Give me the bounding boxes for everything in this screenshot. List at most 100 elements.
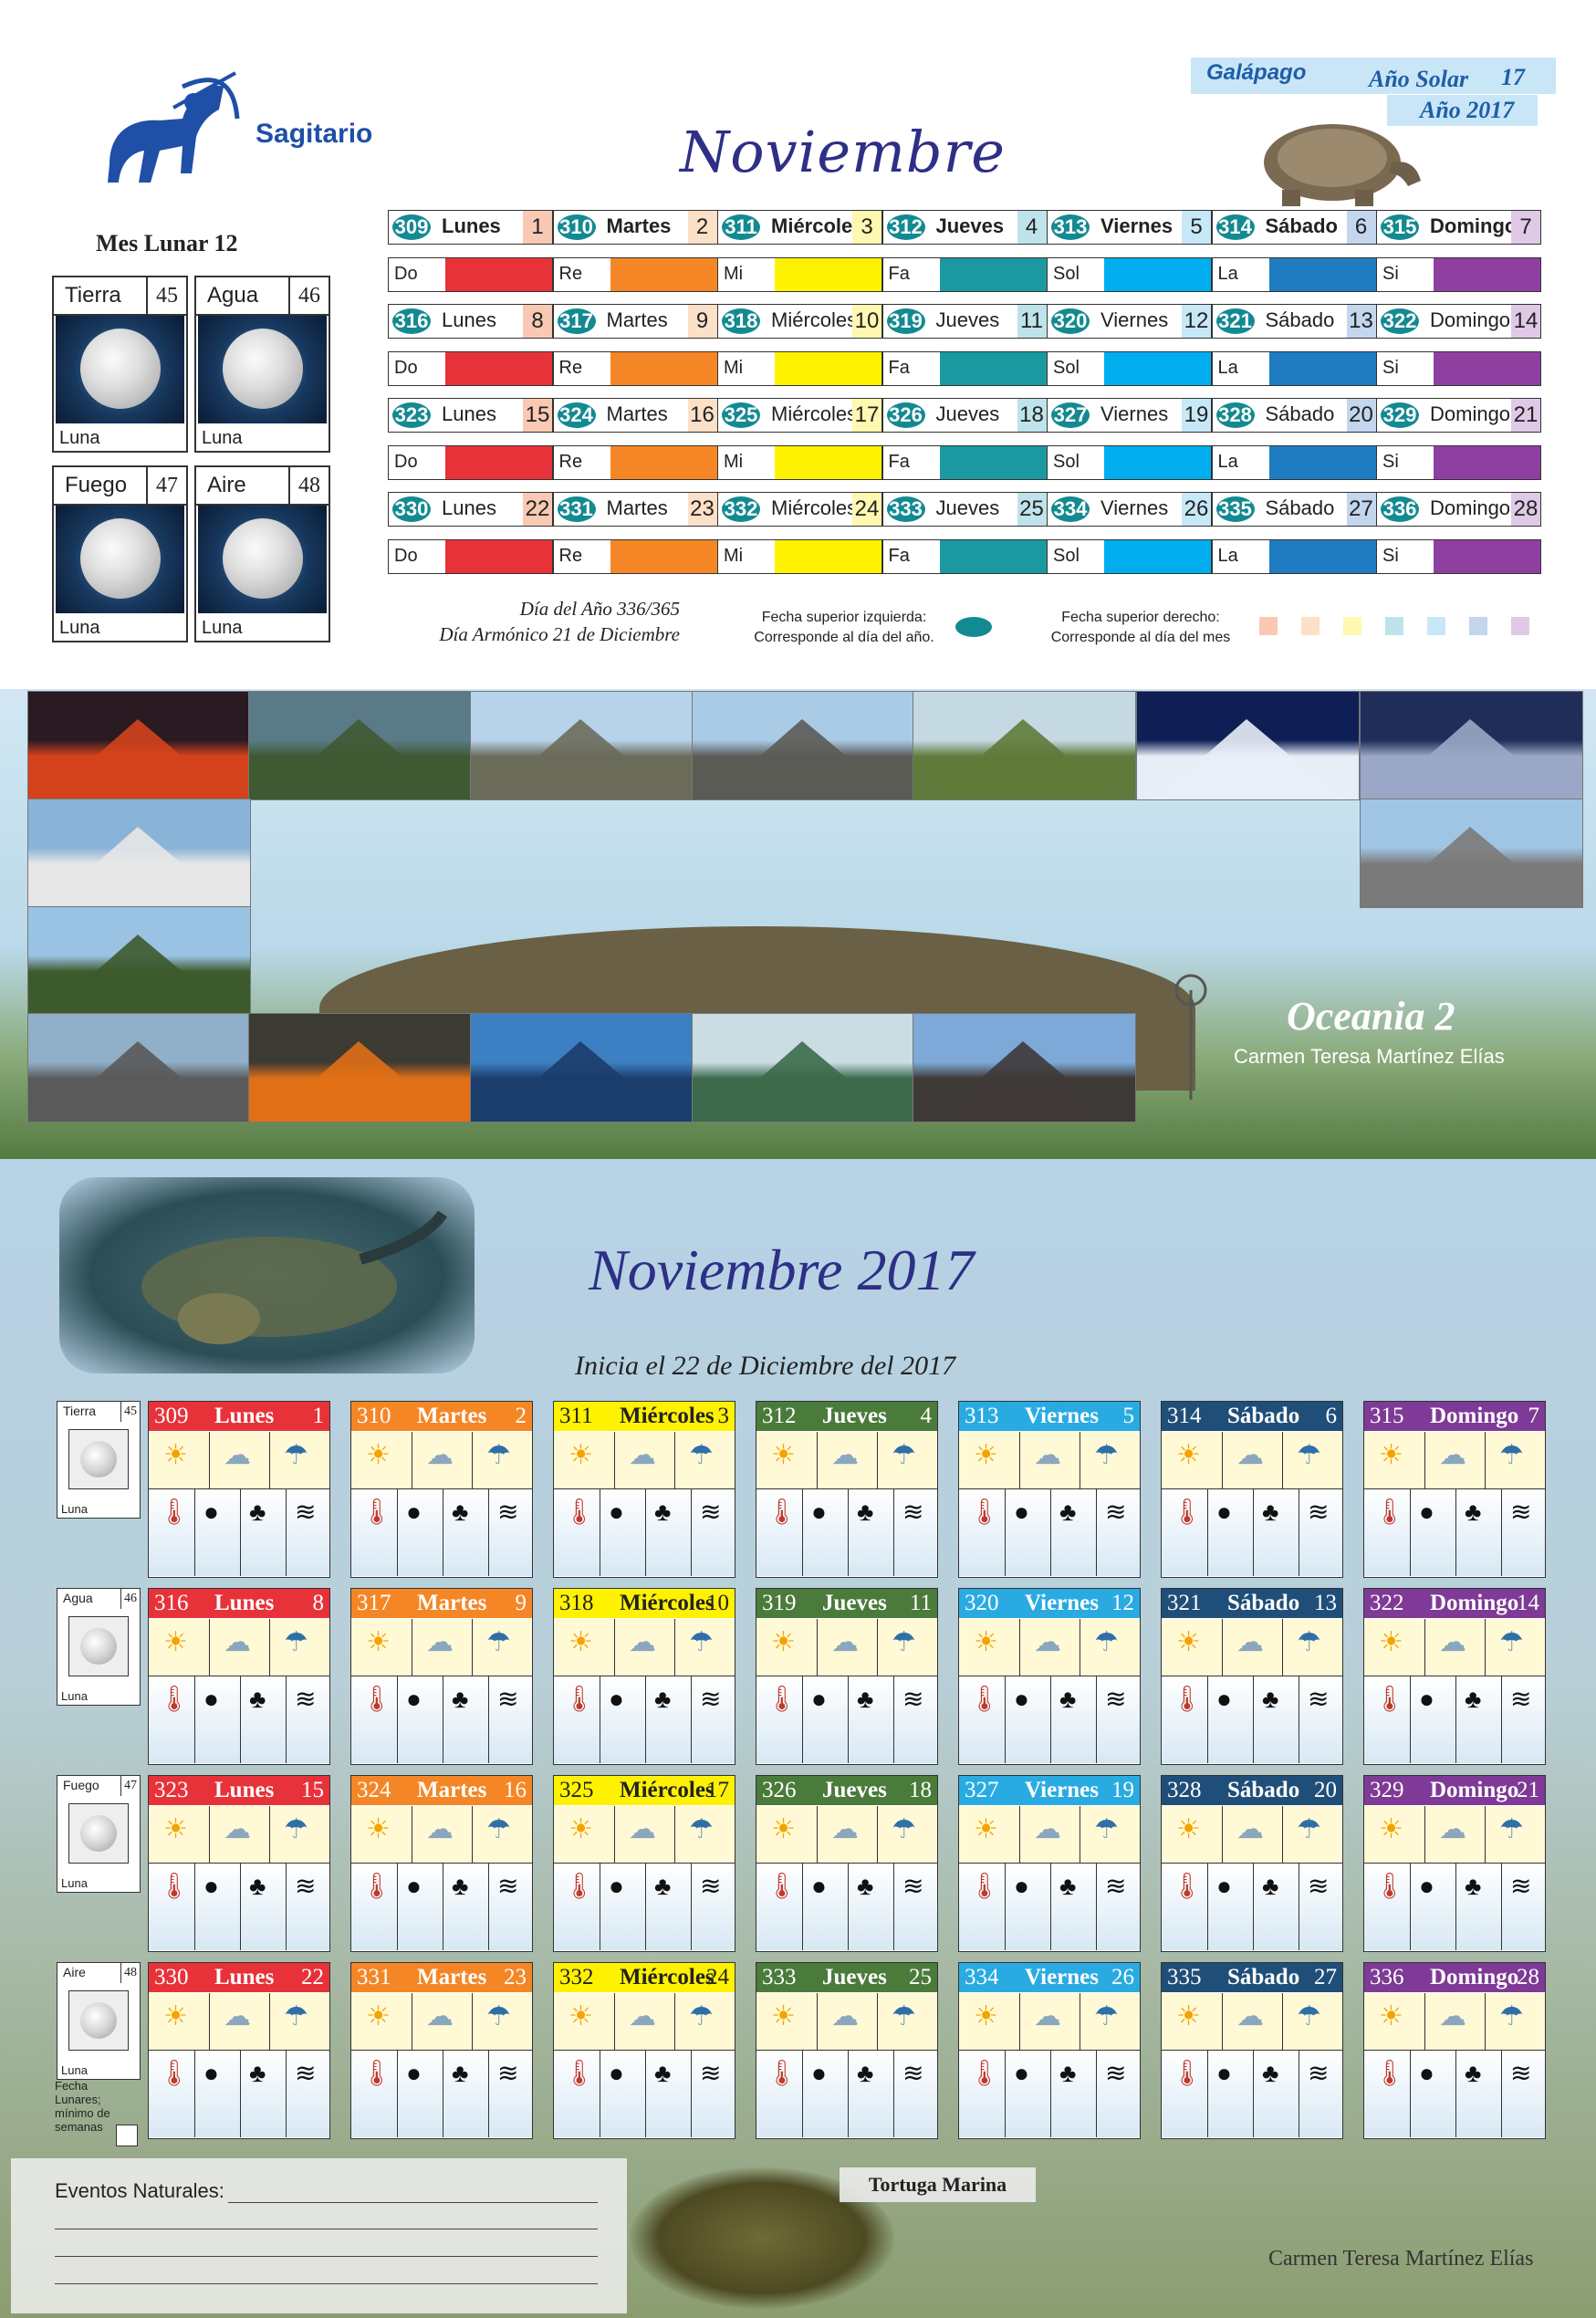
palm-tree-icon[interactable]: ♣ (654, 1873, 672, 1901)
palm-tree-icon[interactable]: ♣ (1465, 1686, 1482, 1714)
wind-icon[interactable]: ≋ (295, 1686, 317, 1714)
note-cell[interactable]: Mi (717, 445, 882, 480)
thermometer-icon[interactable]: 🌡 (766, 1498, 798, 1527)
sun-icon[interactable]: ☀ (1176, 1814, 1201, 1844)
weeks-checkbox[interactable] (116, 2125, 138, 2146)
cloud-icon[interactable]: ☁ (1236, 2001, 1264, 2031)
moon-phase-icon[interactable]: ● (1216, 2060, 1232, 2088)
moon-phase-icon[interactable]: ● (609, 1686, 624, 1714)
rain-icon[interactable]: ☂ (689, 1627, 714, 1657)
thermometer-icon[interactable]: 🌡 (968, 1498, 1001, 1527)
moon-phase-icon[interactable]: ● (609, 1498, 624, 1527)
thermometer-icon[interactable]: 🌡 (360, 1873, 393, 1901)
thermometer-icon[interactable]: 🌡 (1171, 2060, 1204, 2088)
rain-icon[interactable]: ☂ (1297, 2001, 1321, 2031)
thermometer-icon[interactable]: 🌡 (1171, 1498, 1204, 1527)
note-cell[interactable]: Si (1376, 351, 1541, 386)
wind-icon[interactable]: ≋ (1308, 1873, 1330, 1901)
thermometer-icon[interactable]: 🌡 (158, 2060, 191, 2088)
moon-phase-icon[interactable]: ● (203, 2060, 219, 2088)
rain-icon[interactable]: ☂ (486, 1627, 511, 1657)
note-cell[interactable]: Mi (717, 351, 882, 386)
sun-icon[interactable]: ☀ (163, 1627, 188, 1657)
weather-day-card[interactable]: 315 Domingo 7 ☀ ☁ ☂ 🌡 ● ♣ ≋ (1363, 1401, 1546, 1578)
palm-tree-icon[interactable]: ♣ (654, 1498, 672, 1527)
cloud-icon[interactable]: ☁ (426, 1814, 454, 1844)
thermometer-icon[interactable]: 🌡 (360, 1686, 393, 1714)
note-cell[interactable]: Fa (881, 445, 1048, 480)
palm-tree-icon[interactable]: ♣ (1059, 2060, 1077, 2088)
sun-icon[interactable]: ☀ (771, 1814, 796, 1844)
cloud-icon[interactable]: ☁ (831, 1814, 859, 1844)
sun-icon[interactable]: ☀ (569, 1440, 593, 1470)
weather-day-card[interactable]: 321 Sábado 13 ☀ ☁ ☂ 🌡 ● ♣ ≋ (1161, 1588, 1343, 1765)
thermometer-icon[interactable]: 🌡 (360, 2060, 393, 2088)
cloud-icon[interactable]: ☁ (426, 1627, 454, 1657)
cloud-icon[interactable]: ☁ (224, 2001, 251, 2031)
rain-icon[interactable]: ☂ (1499, 1627, 1524, 1657)
day-cell[interactable]: 336 Domingo 28 (1376, 492, 1541, 527)
wind-icon[interactable]: ≋ (1105, 2060, 1127, 2088)
cloud-icon[interactable]: ☁ (1236, 1627, 1264, 1657)
rain-icon[interactable]: ☂ (486, 1440, 511, 1470)
thermometer-icon[interactable]: 🌡 (360, 1498, 393, 1527)
cloud-icon[interactable]: ☁ (831, 1627, 859, 1657)
thermometer-icon[interactable]: 🌡 (1171, 1686, 1204, 1714)
wind-icon[interactable]: ≋ (1510, 1686, 1532, 1714)
note-cell[interactable]: Sol (1047, 539, 1212, 574)
thermometer-icon[interactable]: 🌡 (968, 2060, 1001, 2088)
wind-icon[interactable]: ≋ (902, 1873, 924, 1901)
note-cell[interactable]: La (1211, 351, 1377, 386)
note-cell[interactable]: La (1211, 257, 1377, 292)
cloud-icon[interactable]: ☁ (629, 1814, 656, 1844)
cloud-icon[interactable]: ☁ (426, 1440, 454, 1470)
day-cell[interactable]: 313 Viernes 5 (1047, 210, 1212, 245)
cloud-icon[interactable]: ☁ (1439, 1440, 1466, 1470)
thermometer-icon[interactable]: 🌡 (563, 1498, 596, 1527)
moon-phase-icon[interactable]: ● (406, 1686, 422, 1714)
sun-icon[interactable]: ☀ (366, 1814, 391, 1844)
rain-icon[interactable]: ☂ (892, 1627, 916, 1657)
moon-phase-icon[interactable]: ● (406, 2060, 422, 2088)
rain-icon[interactable]: ☂ (1094, 1814, 1119, 1844)
moon-phase-icon[interactable]: ● (1014, 1686, 1029, 1714)
events-line[interactable] (228, 2202, 598, 2203)
note-cell[interactable]: Si (1376, 257, 1541, 292)
day-cell[interactable]: 335 Sábado 27 (1211, 492, 1377, 527)
note-cell[interactable]: Sol (1047, 257, 1212, 292)
thermometer-icon[interactable]: 🌡 (563, 1686, 596, 1714)
moon-phase-icon[interactable]: ● (1216, 1498, 1232, 1527)
cloud-icon[interactable]: ☁ (831, 2001, 859, 2031)
day-cell[interactable]: 328 Sábado 20 (1211, 398, 1377, 433)
thermometer-icon[interactable]: 🌡 (158, 1686, 191, 1714)
rain-icon[interactable]: ☂ (284, 1440, 308, 1470)
wind-icon[interactable]: ≋ (497, 1498, 519, 1527)
day-cell[interactable]: 320 Viernes 12 (1047, 304, 1212, 339)
weather-day-card[interactable]: 318 Miércoles 10 ☀ ☁ ☂ 🌡 ● ♣ ≋ (553, 1588, 735, 1765)
note-cell[interactable]: Do (388, 445, 553, 480)
cloud-icon[interactable]: ☁ (1439, 2001, 1466, 2031)
rain-icon[interactable]: ☂ (1094, 1627, 1119, 1657)
sun-icon[interactable]: ☀ (163, 2001, 188, 2031)
cloud-icon[interactable]: ☁ (224, 1814, 251, 1844)
cloud-icon[interactable]: ☁ (1034, 1440, 1061, 1470)
thermometer-icon[interactable]: 🌡 (563, 1873, 596, 1901)
cloud-icon[interactable]: ☁ (1439, 1814, 1466, 1844)
moon-phase-icon[interactable]: ● (609, 2060, 624, 2088)
note-cell[interactable]: Mi (717, 257, 882, 292)
palm-tree-icon[interactable]: ♣ (249, 2060, 266, 2088)
moon-phase-icon[interactable]: ● (1216, 1873, 1232, 1901)
events-line[interactable] (55, 2256, 598, 2257)
palm-tree-icon[interactable]: ♣ (857, 1498, 874, 1527)
palm-tree-icon[interactable]: ♣ (249, 1498, 266, 1527)
moon-phase-icon[interactable]: ● (811, 1498, 827, 1527)
palm-tree-icon[interactable]: ♣ (1262, 2060, 1279, 2088)
wind-icon[interactable]: ≋ (1510, 1498, 1532, 1527)
weather-day-card[interactable]: 317 Martes 9 ☀ ☁ ☂ 🌡 ● ♣ ≋ (350, 1588, 533, 1765)
day-cell[interactable]: 322 Domingo 14 (1376, 304, 1541, 339)
day-cell[interactable]: 315 Domingo 7 (1376, 210, 1541, 245)
palm-tree-icon[interactable]: ♣ (249, 1873, 266, 1901)
cloud-icon[interactable]: ☁ (1439, 1627, 1466, 1657)
rain-icon[interactable]: ☂ (1499, 1814, 1524, 1844)
sun-icon[interactable]: ☀ (1176, 2001, 1201, 2031)
